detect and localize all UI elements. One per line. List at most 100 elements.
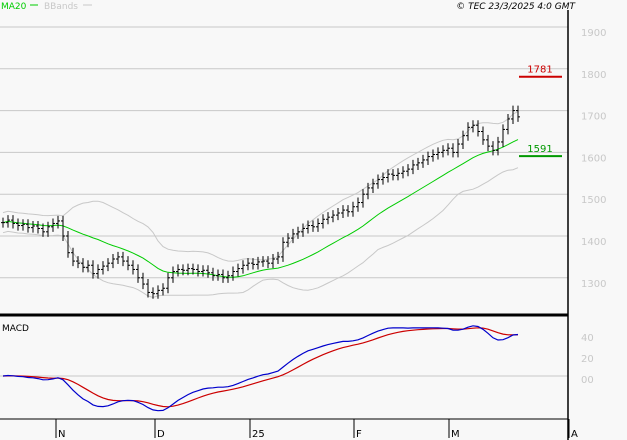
price-bar — [116, 251, 120, 265]
price-axis: 1300 1400 1500 1600 1700 1800 1900 — [581, 28, 606, 290]
price-bar — [126, 256, 130, 271]
price-bar — [121, 251, 125, 267]
price-bar — [481, 126, 485, 145]
ma20-line — [2, 139, 519, 278]
macd-line — [2, 325, 519, 412]
price-tick-label: 1400 — [581, 237, 606, 248]
price-bar — [171, 266, 175, 283]
price-bar — [381, 172, 385, 185]
price-bar — [506, 113, 510, 135]
price-bar — [411, 159, 415, 175]
price-bar — [286, 233, 290, 248]
price-bar — [56, 215, 60, 229]
price-bar — [231, 266, 235, 281]
price-bar — [221, 269, 225, 283]
time-tick-label: M — [451, 429, 460, 440]
price-tick-label: 1300 — [581, 279, 606, 290]
price-bar — [66, 230, 70, 258]
price-bar — [501, 124, 505, 147]
price-bar — [81, 258, 85, 273]
price-bar — [511, 105, 515, 124]
price-bar — [46, 221, 50, 237]
copyright: © TEC 23/3/2025 4:0 GMT — [456, 2, 576, 12]
price-bar — [51, 218, 55, 232]
price-tick-label: 1600 — [581, 153, 606, 164]
price-bar — [96, 264, 100, 279]
price-bar — [86, 260, 90, 273]
price-bar — [31, 220, 35, 233]
price-bar — [376, 174, 380, 189]
price-bar — [416, 157, 420, 170]
price-bar — [276, 251, 280, 265]
price-bar — [491, 141, 495, 156]
price-bar — [166, 272, 170, 294]
price-bar — [146, 279, 150, 298]
price-bar — [421, 154, 425, 168]
price-bar — [391, 169, 395, 181]
price-bar — [321, 214, 325, 229]
macd-tick-label: 00 — [581, 375, 594, 386]
price-bar — [156, 285, 160, 299]
price-bar — [406, 164, 410, 177]
macd-tick-label: 40 — [581, 333, 594, 344]
price-bar — [111, 253, 115, 269]
price-bar — [451, 143, 455, 158]
price-bar — [151, 287, 155, 299]
price-bar — [351, 201, 355, 217]
price-bar — [41, 223, 45, 237]
price-bar — [131, 260, 135, 275]
price-bar — [176, 264, 180, 277]
price-bar — [136, 264, 140, 283]
price-bar — [441, 145, 445, 158]
legend-bbands: BBands — [44, 2, 78, 12]
price-bar — [431, 149, 435, 162]
price-bar — [516, 105, 520, 122]
time-tick-label: D — [157, 429, 165, 440]
price-bar — [216, 269, 220, 281]
price-bar — [271, 253, 275, 269]
price-bar — [461, 130, 465, 150]
price-bar — [186, 263, 190, 276]
price-bar — [26, 219, 30, 233]
price-bar — [341, 205, 345, 219]
price-bar — [241, 260, 245, 274]
price-bar — [21, 219, 25, 231]
price-bar — [71, 247, 75, 267]
bbands-layer — [2, 111, 519, 299]
price-bar — [326, 212, 330, 225]
price-bar — [496, 136, 500, 156]
price-bar — [486, 134, 490, 152]
price-level-label: 1781 — [527, 65, 552, 76]
price-bar — [226, 270, 230, 283]
price-bar — [356, 197, 360, 212]
price-bar — [336, 207, 340, 221]
price-bar — [161, 283, 165, 296]
price-bar — [371, 178, 375, 193]
price-bar — [266, 256, 270, 269]
price-bar — [301, 223, 305, 237]
price-tick-label: 1800 — [581, 70, 606, 81]
price-bar — [16, 218, 20, 231]
price-bar — [256, 256, 260, 270]
price-bar — [426, 151, 430, 165]
price-bar — [401, 166, 405, 179]
price-bar — [306, 220, 310, 234]
macd-tick-label: 20 — [581, 354, 594, 365]
ma20-layer — [2, 139, 519, 278]
time-axis: N D 25 F M A — [55, 419, 578, 440]
price-bar — [436, 147, 440, 160]
price-bar — [141, 272, 145, 290]
time-tick-label: N — [58, 429, 65, 440]
price-bar — [456, 139, 460, 158]
macd-signal-line — [2, 327, 519, 408]
time-tick-label: 25 — [252, 429, 265, 440]
price-bar — [201, 265, 205, 277]
price-bar — [251, 258, 255, 270]
price-bar — [106, 258, 110, 272]
price-bar — [396, 168, 400, 181]
price-bar — [181, 264, 185, 276]
price-bar — [471, 120, 475, 133]
price-bar — [101, 261, 105, 275]
